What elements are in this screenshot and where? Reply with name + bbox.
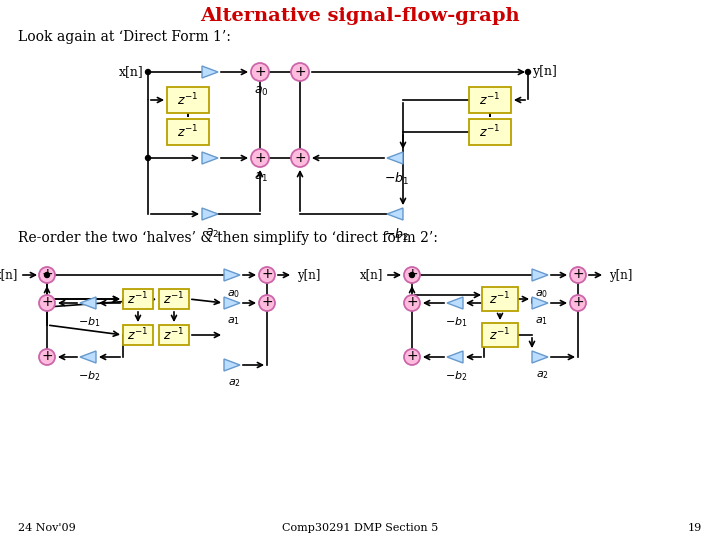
Circle shape bbox=[145, 70, 150, 75]
Text: $a_1$: $a_1$ bbox=[254, 171, 268, 184]
Text: +: + bbox=[572, 295, 584, 309]
FancyBboxPatch shape bbox=[123, 289, 153, 309]
Circle shape bbox=[291, 149, 309, 167]
Text: +: + bbox=[294, 64, 306, 78]
FancyBboxPatch shape bbox=[159, 325, 189, 345]
Text: $a_0$: $a_0$ bbox=[536, 288, 549, 300]
Text: +: + bbox=[41, 295, 53, 309]
Polygon shape bbox=[202, 208, 218, 220]
Circle shape bbox=[404, 349, 420, 365]
Polygon shape bbox=[447, 351, 463, 363]
Text: $z^{-1}$: $z^{-1}$ bbox=[490, 327, 510, 343]
Text: $-b_1$: $-b_1$ bbox=[78, 315, 100, 329]
FancyBboxPatch shape bbox=[482, 287, 518, 311]
Text: +: + bbox=[254, 151, 266, 165]
Text: $z^{-1}$: $z^{-1}$ bbox=[127, 327, 148, 343]
Circle shape bbox=[570, 267, 586, 283]
Text: $-b_1$: $-b_1$ bbox=[445, 315, 467, 329]
Polygon shape bbox=[224, 269, 240, 281]
Text: 19: 19 bbox=[688, 523, 702, 533]
Circle shape bbox=[404, 295, 420, 311]
Circle shape bbox=[291, 63, 309, 81]
Text: $z^{-1}$: $z^{-1}$ bbox=[480, 124, 500, 140]
Text: +: + bbox=[261, 295, 273, 309]
Polygon shape bbox=[387, 208, 403, 220]
Circle shape bbox=[251, 149, 269, 167]
Text: +: + bbox=[41, 349, 53, 363]
Polygon shape bbox=[532, 269, 548, 281]
Circle shape bbox=[570, 295, 586, 311]
Text: $-b_2$: $-b_2$ bbox=[384, 227, 410, 243]
Text: Comp30291 DMP Section 5: Comp30291 DMP Section 5 bbox=[282, 523, 438, 533]
Text: +: + bbox=[254, 64, 266, 78]
Polygon shape bbox=[80, 351, 96, 363]
FancyBboxPatch shape bbox=[167, 87, 209, 113]
Text: y[n]: y[n] bbox=[297, 268, 320, 281]
Polygon shape bbox=[387, 152, 403, 164]
Circle shape bbox=[145, 156, 150, 160]
Polygon shape bbox=[447, 297, 463, 309]
Circle shape bbox=[259, 267, 275, 283]
FancyBboxPatch shape bbox=[482, 323, 518, 347]
Text: +: + bbox=[261, 267, 273, 281]
Polygon shape bbox=[202, 66, 218, 78]
Polygon shape bbox=[532, 297, 548, 309]
Polygon shape bbox=[532, 351, 548, 363]
FancyBboxPatch shape bbox=[123, 325, 153, 345]
Polygon shape bbox=[202, 152, 218, 164]
Text: +: + bbox=[572, 267, 584, 281]
Circle shape bbox=[45, 273, 50, 278]
Circle shape bbox=[259, 295, 275, 311]
FancyBboxPatch shape bbox=[159, 289, 189, 309]
Text: $a_1$: $a_1$ bbox=[536, 315, 549, 327]
Polygon shape bbox=[224, 359, 240, 371]
Text: $z^{-1}$: $z^{-1}$ bbox=[163, 327, 184, 343]
Text: Alternative signal-flow-graph: Alternative signal-flow-graph bbox=[200, 7, 520, 25]
Circle shape bbox=[404, 267, 420, 283]
Circle shape bbox=[39, 295, 55, 311]
Text: Look again at ‘Direct Form 1’:: Look again at ‘Direct Form 1’: bbox=[18, 30, 231, 44]
Polygon shape bbox=[224, 297, 240, 309]
Text: $z^{-1}$: $z^{-1}$ bbox=[177, 124, 199, 140]
Text: $-b_2$: $-b_2$ bbox=[445, 369, 467, 383]
Text: x[n]: x[n] bbox=[120, 65, 144, 78]
Text: $a_0$: $a_0$ bbox=[253, 85, 269, 98]
Text: +: + bbox=[294, 151, 306, 165]
Text: $a_1$: $a_1$ bbox=[228, 315, 240, 327]
FancyBboxPatch shape bbox=[167, 119, 209, 145]
Text: $a_0$: $a_0$ bbox=[228, 288, 240, 300]
Text: $z^{-1}$: $z^{-1}$ bbox=[490, 291, 510, 307]
Text: y[n]: y[n] bbox=[532, 65, 557, 78]
Circle shape bbox=[526, 70, 531, 75]
Polygon shape bbox=[80, 297, 96, 309]
Text: x[n]: x[n] bbox=[359, 268, 383, 281]
Circle shape bbox=[39, 349, 55, 365]
Text: $z^{-1}$: $z^{-1}$ bbox=[163, 291, 184, 307]
Text: y[n]: y[n] bbox=[609, 268, 632, 281]
FancyBboxPatch shape bbox=[469, 87, 511, 113]
Text: +: + bbox=[406, 295, 418, 309]
Text: $a_2$: $a_2$ bbox=[228, 377, 240, 389]
Circle shape bbox=[410, 273, 415, 278]
Circle shape bbox=[39, 267, 55, 283]
Text: $z^{-1}$: $z^{-1}$ bbox=[177, 92, 199, 109]
Circle shape bbox=[251, 63, 269, 81]
Text: $a_2$: $a_2$ bbox=[205, 227, 219, 240]
Text: $-b_2$: $-b_2$ bbox=[78, 369, 100, 383]
Text: x[n]: x[n] bbox=[0, 268, 18, 281]
Text: $z^{-1}$: $z^{-1}$ bbox=[480, 92, 500, 109]
Text: +: + bbox=[406, 349, 418, 363]
Text: $-b_1$: $-b_1$ bbox=[384, 171, 410, 187]
Text: +: + bbox=[41, 267, 53, 281]
Text: 24 Nov'09: 24 Nov'09 bbox=[18, 523, 76, 533]
Text: +: + bbox=[406, 267, 418, 281]
Text: Re-order the two ‘halves’ & then simplify to ‘direct form 2’:: Re-order the two ‘halves’ & then simplif… bbox=[18, 231, 438, 245]
Text: $a_2$: $a_2$ bbox=[536, 369, 549, 381]
FancyBboxPatch shape bbox=[469, 119, 511, 145]
Text: $z^{-1}$: $z^{-1}$ bbox=[127, 291, 148, 307]
